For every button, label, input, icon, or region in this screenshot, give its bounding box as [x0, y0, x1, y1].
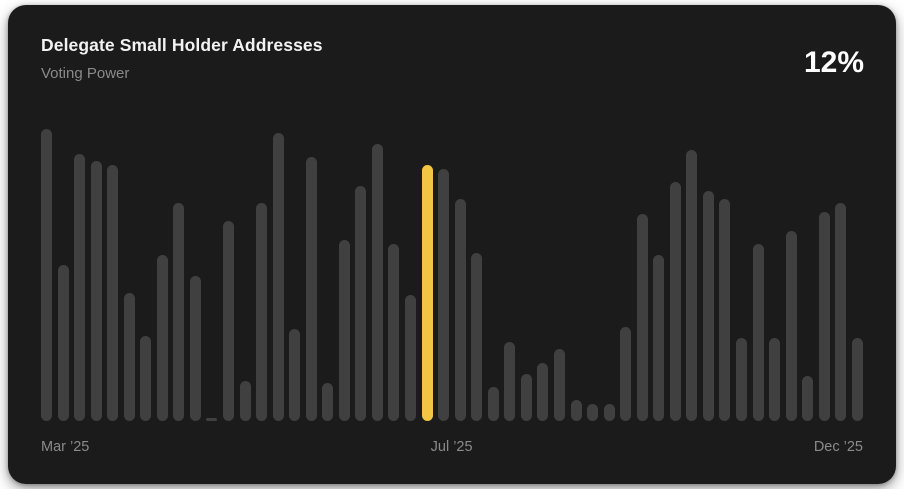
bar[interactable] [553, 348, 565, 421]
bar[interactable] [702, 190, 714, 421]
x-axis-labels: Mar ’25 Jul ’25 Dec ’25 [41, 439, 863, 456]
bar[interactable] [256, 203, 268, 421]
bar[interactable] [769, 337, 781, 421]
bar[interactable] [371, 143, 383, 421]
bar[interactable] [239, 380, 251, 421]
bar[interactable] [653, 254, 665, 421]
bar[interactable] [338, 239, 350, 421]
x-tick-left: Mar ’25 [41, 439, 90, 455]
bar[interactable] [223, 220, 235, 421]
bar[interactable] [140, 335, 152, 421]
bar[interactable] [438, 169, 450, 421]
bar[interactable] [90, 160, 102, 421]
bar[interactable] [57, 265, 69, 421]
chart-card: Delegate Small Holder Addresses Voting P… [8, 5, 896, 484]
bar[interactable] [322, 382, 334, 421]
x-tick-center: Jul ’25 [430, 439, 473, 455]
bar[interactable] [587, 403, 599, 421]
bar[interactable] [818, 211, 830, 421]
bar[interactable] [289, 329, 301, 421]
bar-highlighted[interactable] [421, 165, 433, 421]
bar[interactable] [454, 199, 466, 421]
bar[interactable] [537, 363, 549, 421]
bar[interactable] [74, 154, 86, 421]
bar[interactable] [636, 214, 648, 421]
bar[interactable] [851, 337, 863, 421]
bar[interactable] [520, 374, 532, 421]
bar[interactable] [189, 275, 201, 421]
bar[interactable] [669, 182, 681, 421]
bar[interactable] [603, 403, 615, 421]
bar[interactable] [504, 342, 516, 421]
bar[interactable] [735, 337, 747, 421]
bar[interactable] [686, 150, 698, 421]
bar[interactable] [305, 156, 317, 421]
bar[interactable] [388, 243, 400, 421]
x-tick-right: Dec ’25 [813, 439, 863, 455]
bar[interactable] [355, 186, 367, 421]
bar[interactable] [206, 418, 218, 421]
chart-title: Delegate Small Holder Addresses [41, 35, 323, 55]
bar[interactable] [835, 203, 847, 421]
bar[interactable] [123, 293, 135, 421]
card-header: Delegate Small Holder Addresses Voting P… [41, 35, 323, 82]
bar[interactable] [156, 254, 168, 421]
chart-subtitle: Voting Power [41, 65, 130, 82]
bar-chart [41, 128, 863, 421]
bar[interactable] [405, 295, 417, 421]
bar[interactable] [752, 243, 764, 421]
bar[interactable] [41, 128, 52, 421]
bar[interactable] [570, 399, 582, 421]
bar[interactable] [620, 327, 632, 421]
bar[interactable] [719, 199, 731, 421]
bar[interactable] [107, 165, 119, 421]
bar[interactable] [785, 231, 797, 421]
bar[interactable] [272, 133, 284, 421]
bar[interactable] [487, 386, 499, 421]
bar[interactable] [173, 203, 185, 421]
bar[interactable] [802, 376, 814, 421]
bar[interactable] [471, 252, 483, 421]
kpi-value: 12% [803, 46, 864, 79]
